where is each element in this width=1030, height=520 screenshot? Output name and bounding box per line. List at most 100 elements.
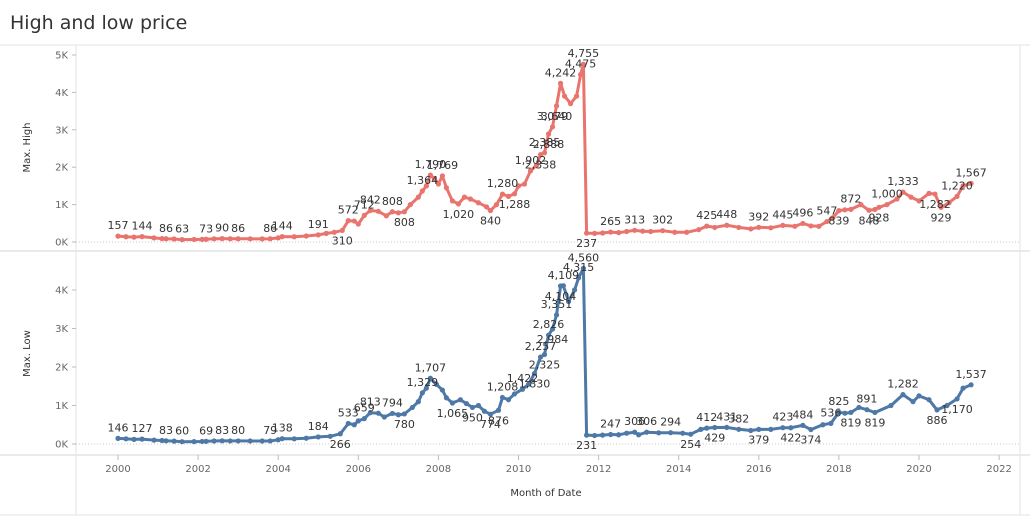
high-data-point: [439, 173, 446, 179]
low-data-point: [235, 438, 241, 444]
high-data-label: 839: [828, 215, 849, 228]
high-data-point: [858, 202, 864, 208]
high-data-label: 848: [858, 214, 879, 227]
high-data-point: [227, 236, 233, 242]
low-data-label: 254: [680, 438, 701, 451]
low-data-point: [419, 390, 425, 396]
low-data-point: [351, 422, 357, 428]
high-data-label: 4,242: [545, 66, 577, 79]
high-y-axis-title: Max. High: [22, 122, 33, 172]
low-data-point: [934, 407, 940, 413]
high-data-point: [932, 191, 938, 197]
high-data-point: [475, 200, 482, 206]
high-data-point: [830, 215, 836, 221]
low-data-point: [571, 287, 578, 293]
low-data-point: [780, 425, 786, 431]
low-data-point: [616, 432, 622, 438]
high-data-point: [926, 190, 932, 196]
high-data-point: [660, 228, 666, 234]
low-data-label: 891: [856, 393, 877, 406]
high-data-point: [291, 234, 297, 240]
low-data-point: [227, 438, 233, 444]
high-data-point: [573, 93, 580, 99]
low-data-point: [800, 422, 806, 428]
low-data-label: 819: [864, 416, 885, 429]
high-data-point: [748, 226, 754, 232]
low-data-point: [327, 433, 333, 439]
high-data-point: [211, 236, 217, 242]
low-data-point: [820, 422, 826, 428]
high-data-label: 73: [199, 222, 213, 235]
high-data-point: [415, 194, 421, 200]
high-data-point: [383, 213, 389, 219]
high-data-label: 445: [772, 208, 793, 221]
high-data-point: [401, 209, 407, 215]
low-data-point: [888, 402, 894, 409]
low-data-point: [449, 400, 456, 406]
high-data-label: 572: [338, 204, 359, 217]
high-data-point: [427, 172, 433, 178]
low-data-label: 484: [792, 408, 813, 421]
low-data-point: [259, 438, 265, 444]
high-data-point: [367, 207, 373, 214]
low-data-point: [303, 435, 309, 441]
low-data-point: [926, 397, 932, 403]
low-data-label: 1,208: [487, 380, 519, 393]
high-data-point: [800, 220, 806, 227]
low-data-label: 1,422: [507, 372, 539, 385]
low-data-point: [315, 434, 321, 440]
low-data-point: [565, 298, 572, 305]
low-data-label: 69: [199, 424, 213, 437]
low-data-label: 83: [215, 424, 229, 437]
low-data-label: 4,560: [568, 251, 600, 264]
y-tick-label: 1K: [55, 401, 68, 412]
y-tick-label: 0K: [55, 440, 68, 451]
low-data-label: 412: [696, 411, 717, 424]
high-data-label: 929: [931, 211, 952, 224]
high-data-label: 872: [840, 192, 861, 205]
low-data-point: [680, 430, 686, 436]
low-data-point: [433, 381, 439, 387]
high-data-label: 2,338: [525, 159, 557, 172]
low-data-point: [457, 397, 464, 403]
high-data-point: [389, 209, 395, 215]
high-data-point: [567, 101, 574, 107]
low-data-point: [495, 407, 502, 413]
low-data-label: 2,257: [525, 340, 557, 353]
low-data-point: [131, 436, 137, 442]
low-data-point: [704, 425, 710, 431]
low-data-label: 950: [462, 411, 483, 424]
y-tick-label: 2K: [55, 362, 68, 373]
low-data-label: 4,315: [563, 261, 595, 274]
low-data-point: [345, 420, 351, 427]
low-data-label: 422: [780, 432, 801, 445]
low-data-point: [191, 439, 197, 445]
high-data-point: [435, 181, 441, 187]
low-data-label: 819: [840, 416, 861, 429]
low-data-label: 876: [488, 414, 509, 427]
low-data-point: [624, 430, 630, 436]
high-data-point: [545, 131, 552, 137]
low-data-point: [553, 312, 560, 318]
low-data-point: [756, 426, 762, 433]
high-data-point: [894, 196, 900, 202]
high-data-label: 144: [132, 220, 153, 233]
high-data-point: [561, 93, 568, 99]
low-data-point: [580, 265, 586, 271]
high-data-point: [537, 151, 544, 158]
low-data-point: [575, 275, 582, 281]
low-data-point: [159, 437, 165, 444]
high-data-label: 144: [272, 220, 293, 233]
high-data-point: [557, 80, 564, 86]
low-data-point: [123, 436, 129, 442]
x-tick-label: 2014: [666, 464, 691, 475]
high-data-point: [449, 198, 456, 204]
x-tick-label: 2010: [506, 464, 531, 475]
high-data-label: 3,079: [537, 110, 569, 123]
low-data-point: [219, 438, 225, 444]
low-data-point: [211, 438, 217, 444]
low-data-point: [856, 404, 862, 411]
high-data-point: [511, 191, 518, 197]
